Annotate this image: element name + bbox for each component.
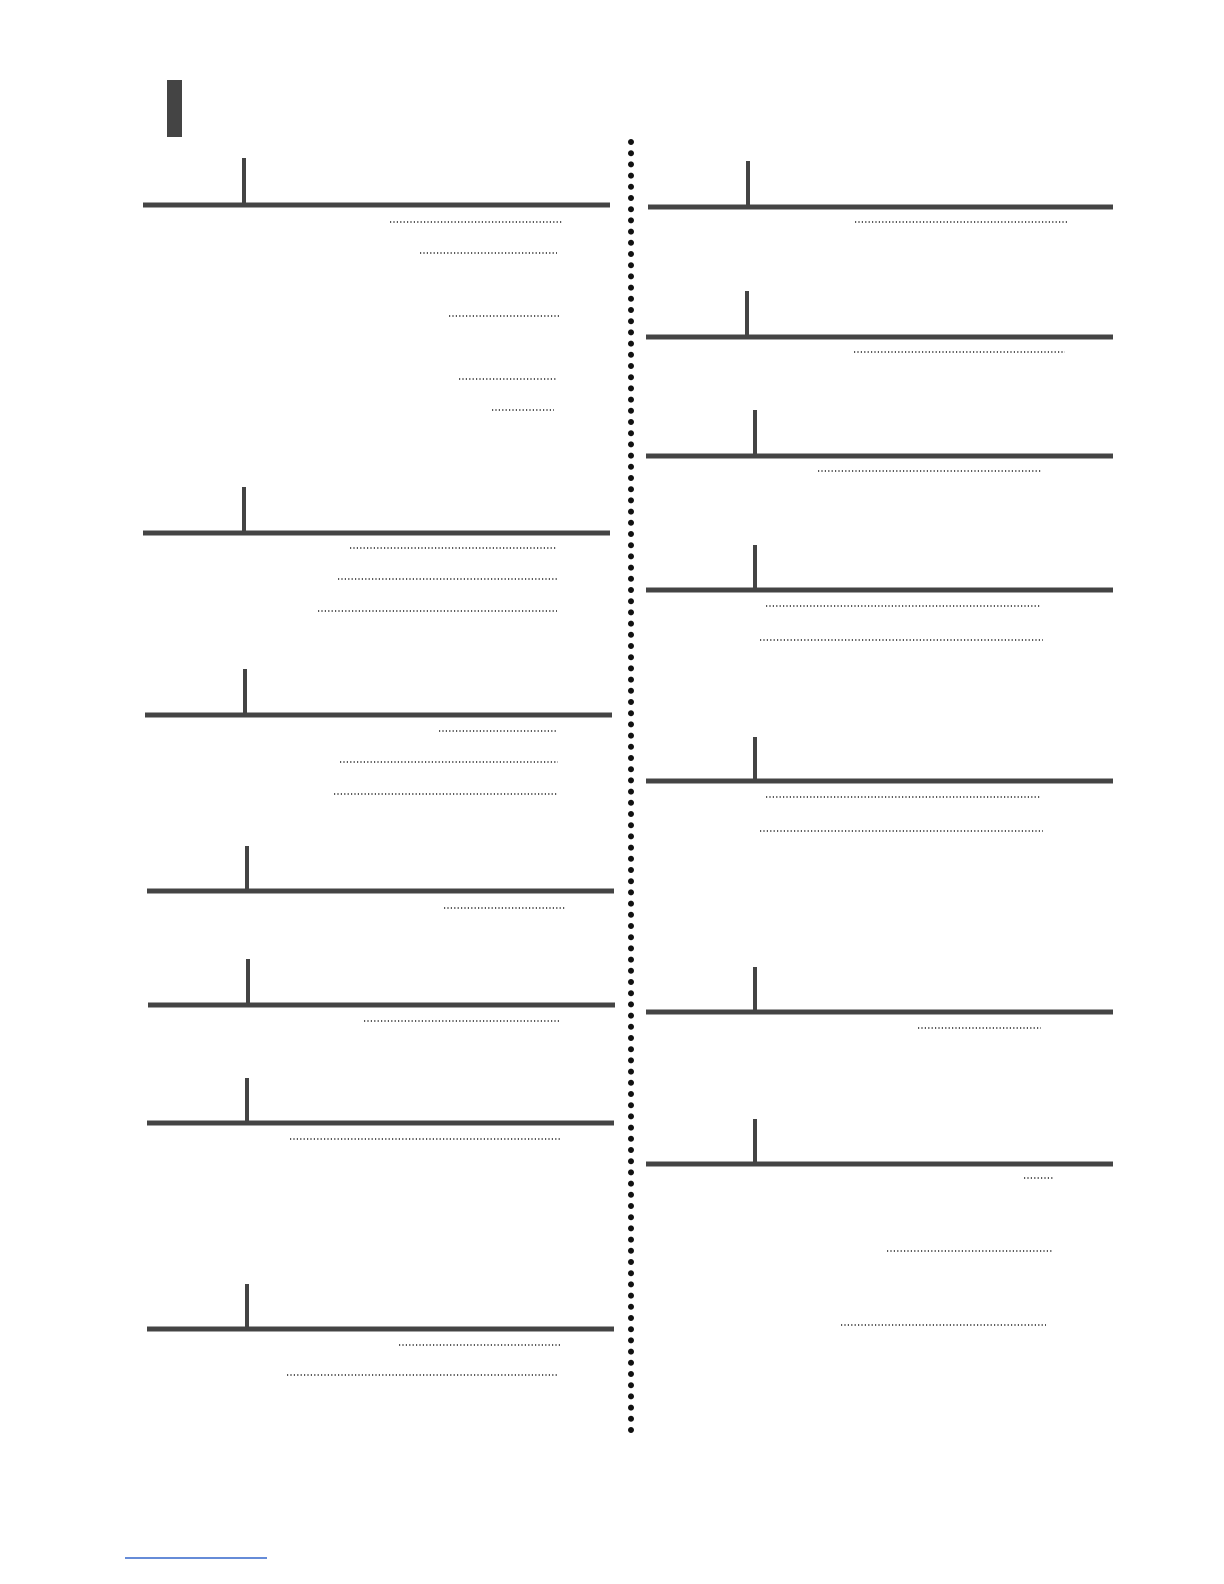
heading-bar [167,80,182,137]
